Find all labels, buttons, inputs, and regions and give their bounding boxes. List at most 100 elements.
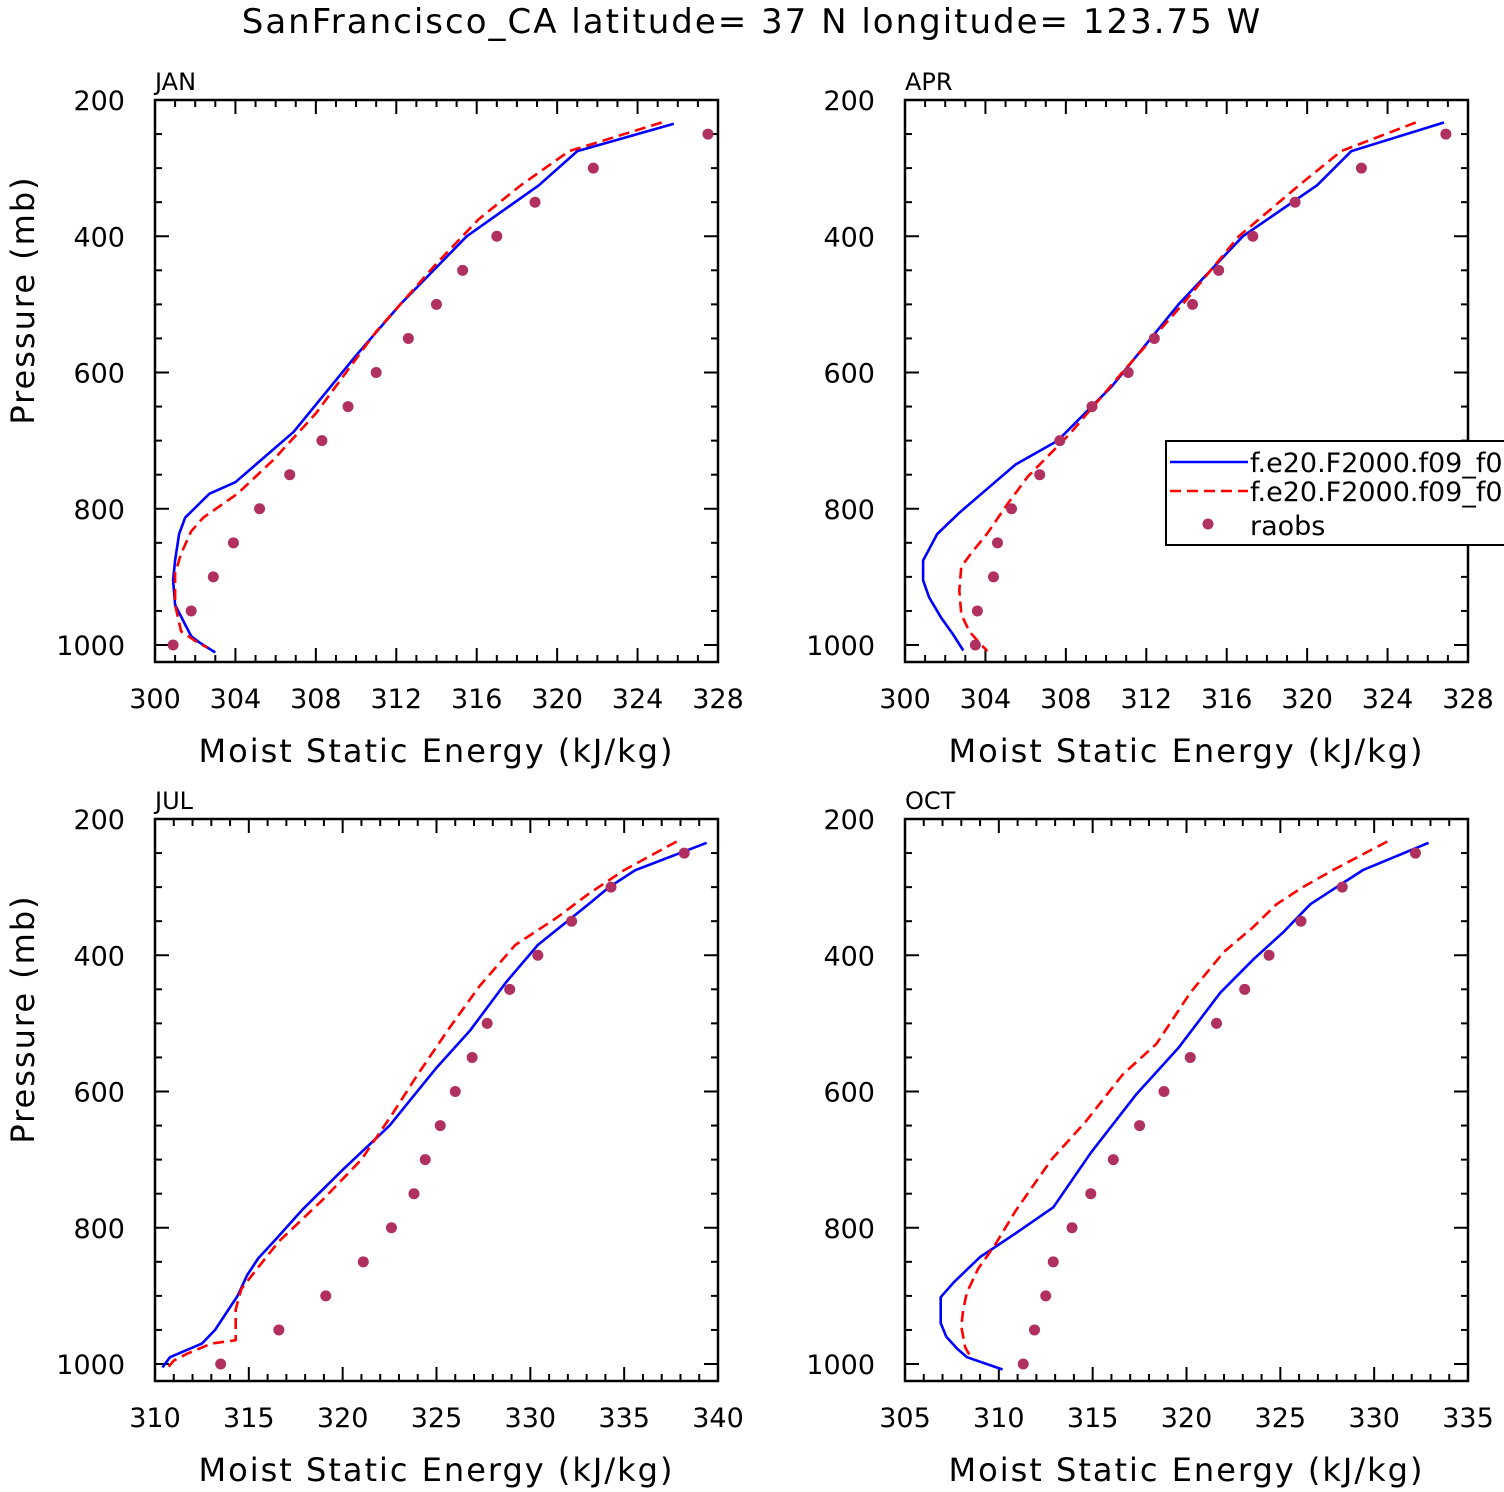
panel-apr: APR 300 304 308 312 316 320 324 328 200 400 600 800 1…: [806, 68, 1493, 770]
legend-label: f.e20.F2000.f09_f09: [1250, 477, 1504, 508]
raobs-point: [529, 196, 541, 208]
raobs-point: [1247, 230, 1259, 242]
x-tick-label: 330: [505, 1403, 557, 1434]
x-tick-label: 304: [210, 684, 262, 715]
raobs-point: [605, 881, 617, 893]
legend: f.e20.F2000.f09_f09f.e20.F2000.f09_f09ra…: [1165, 440, 1504, 546]
x-tick-label: 300: [879, 684, 931, 715]
legend-label: f.e20.F2000.f09_f09: [1250, 448, 1504, 479]
x-tick-label: 315: [1067, 1403, 1119, 1434]
raobs-point: [1211, 1017, 1223, 1029]
raobs-point: [1134, 1120, 1146, 1132]
figure-title: SanFrancisco_CA latitude= 37 N longitude…: [241, 2, 1263, 42]
x-tick-label: 308: [1040, 684, 1092, 715]
raobs-point: [273, 1324, 285, 1336]
raobs-point: [702, 128, 714, 140]
y-tick-label: 200: [823, 805, 875, 836]
raobs-point: [532, 949, 544, 961]
raobs-point: [402, 332, 414, 344]
raobs-point: [987, 571, 999, 583]
raobs-point: [566, 915, 578, 927]
x-tick-label: 328: [692, 684, 744, 715]
panel-jul: JUL 310 315 320 325 330 335 340 200 400 600 800 1000…: [4, 787, 744, 1489]
raobs-point: [1047, 1256, 1059, 1268]
x-tick-label: 315: [223, 1403, 275, 1434]
plot-frame: [903, 817, 1470, 1383]
x-tick-label: 304: [960, 684, 1012, 715]
y-axis-label: Pressure (mb): [4, 894, 42, 1143]
x-tick-label: 324: [612, 684, 664, 715]
x-tick-label: 308: [290, 684, 342, 715]
y-tick-label: 400: [823, 222, 875, 253]
x-tick-label: 316: [1201, 684, 1253, 715]
x-tick-label: 320: [531, 684, 583, 715]
raobs-point: [1054, 435, 1066, 447]
y-tick-label: 600: [823, 359, 875, 390]
x-tick-label: 310: [129, 1403, 181, 1434]
raobs-point: [491, 230, 503, 242]
raobs-point: [1148, 332, 1160, 344]
raobs-point: [504, 983, 516, 995]
raobs-point: [1066, 1222, 1078, 1234]
x-tick-label: 335: [598, 1403, 650, 1434]
legend-marker-raobs: [1202, 518, 1214, 530]
raobs-point: [284, 469, 296, 481]
x-axis-label: Moist Static Energy (kJ/kg): [949, 1451, 1425, 1489]
y-tick-label: 200: [73, 86, 125, 117]
panel-label: JUL: [153, 787, 194, 815]
y-tick-label: 600: [73, 1078, 125, 1109]
raobs-point: [1028, 1324, 1040, 1336]
raobs-point: [1213, 264, 1225, 276]
y-tick-label: 400: [73, 222, 125, 253]
panel-label: JAN: [153, 68, 196, 96]
raobs-point: [342, 401, 354, 413]
model-line-dashed: [173, 121, 663, 649]
x-axis-label: Moist Static Energy (kJ/kg): [199, 732, 675, 770]
raobs-point: [167, 639, 179, 651]
y-tick-label: 400: [823, 941, 875, 972]
raobs-point: [1017, 1358, 1029, 1370]
model-line-solid: [939, 841, 1430, 1371]
x-tick-label: 320: [1281, 684, 1333, 715]
y-tick-label: 800: [823, 495, 875, 526]
raobs-point: [1409, 847, 1421, 859]
raobs-point: [431, 298, 442, 310]
y-axis-label: Pressure (mb): [4, 175, 42, 424]
raobs-point: [419, 1154, 431, 1166]
panel-label: APR: [905, 68, 953, 96]
x-tick-label: 320: [317, 1403, 369, 1434]
x-tick-label: 300: [129, 684, 181, 715]
model-line-dashed: [957, 121, 1417, 653]
raobs-point: [457, 264, 469, 276]
raobs-point: [1184, 1051, 1196, 1063]
raobs-point: [185, 605, 197, 617]
raobs-point: [1440, 128, 1452, 140]
raobs-point: [320, 1290, 332, 1302]
model-line-dashed: [167, 840, 678, 1369]
x-tick-label: 324: [1362, 684, 1414, 715]
raobs-point: [1122, 367, 1134, 378]
raobs-point: [1263, 949, 1275, 961]
raobs-point: [1006, 503, 1018, 515]
x-tick-label: 310: [973, 1403, 1025, 1434]
model-line-dashed: [959, 840, 1388, 1358]
x-axis-label: Moist Static Energy (kJ/kg): [199, 1451, 675, 1489]
raobs-point: [587, 162, 599, 174]
raobs-point: [991, 537, 1003, 549]
x-axis-label: Moist Static Energy (kJ/kg): [949, 732, 1425, 770]
panel-oct: OCT 305 310 315 320 325 330 335 200 400 600 800 1000…: [806, 787, 1493, 1489]
raobs-point: [481, 1017, 493, 1029]
raobs-point: [1355, 162, 1367, 174]
raobs-point: [466, 1051, 478, 1063]
panel-jan: JAN 300 304 308 312 316 320 324 328 200 400 600 800 1…: [4, 68, 744, 770]
y-tick-label: 1000: [806, 1350, 875, 1381]
x-tick-label: 312: [371, 684, 423, 715]
raobs-point: [1239, 983, 1251, 995]
y-tick-label: 1000: [56, 631, 125, 662]
x-tick-label: 320: [1161, 1403, 1213, 1434]
raobs-point: [357, 1256, 369, 1268]
raobs-point: [1040, 1290, 1052, 1302]
raobs-point: [1158, 1086, 1170, 1097]
x-tick-label: 325: [1255, 1403, 1307, 1434]
